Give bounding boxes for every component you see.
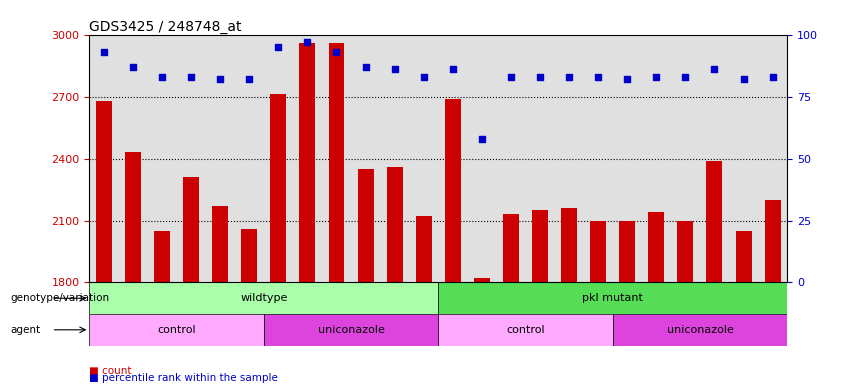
- Bar: [765, 200, 780, 283]
- Bar: [591, 220, 606, 283]
- Bar: [386, 167, 403, 283]
- Point: [678, 74, 692, 80]
- Text: GDS3425 / 248748_at: GDS3425 / 248748_at: [89, 20, 242, 33]
- Point: [504, 74, 517, 80]
- Point: [591, 74, 605, 80]
- Point: [185, 74, 198, 80]
- Text: control: control: [157, 325, 196, 335]
- Bar: [677, 220, 694, 283]
- Bar: [183, 177, 199, 283]
- Bar: [438, 314, 613, 346]
- Point: [475, 136, 488, 142]
- Point: [388, 66, 402, 72]
- Text: wildtype: wildtype: [240, 293, 288, 303]
- Bar: [706, 161, 722, 283]
- Bar: [264, 314, 438, 346]
- Text: ■ count: ■ count: [89, 366, 132, 376]
- Bar: [445, 99, 460, 283]
- Bar: [613, 314, 787, 346]
- Point: [446, 66, 460, 72]
- Bar: [212, 206, 228, 283]
- Bar: [532, 210, 548, 283]
- Bar: [300, 43, 316, 283]
- Bar: [620, 220, 635, 283]
- Bar: [735, 231, 751, 283]
- Text: uniconazole: uniconazole: [666, 325, 734, 335]
- Point: [97, 49, 111, 55]
- Point: [766, 74, 780, 80]
- Bar: [96, 101, 111, 283]
- Point: [620, 76, 634, 82]
- Bar: [648, 212, 665, 283]
- Point: [563, 74, 576, 80]
- Bar: [561, 208, 577, 283]
- Point: [359, 64, 373, 70]
- Point: [329, 49, 343, 55]
- Point: [708, 66, 722, 72]
- Point: [271, 44, 285, 50]
- Point: [737, 76, 751, 82]
- Text: uniconazole: uniconazole: [317, 325, 385, 335]
- Text: control: control: [506, 325, 545, 335]
- Bar: [328, 43, 345, 283]
- Bar: [242, 229, 257, 283]
- Text: ■ percentile rank within the sample: ■ percentile rank within the sample: [89, 373, 278, 383]
- Bar: [416, 216, 431, 283]
- Bar: [474, 278, 490, 283]
- Point: [155, 74, 168, 80]
- Bar: [125, 152, 141, 283]
- Bar: [438, 283, 787, 314]
- Text: agent: agent: [11, 325, 41, 335]
- Bar: [271, 94, 286, 283]
- Point: [243, 76, 256, 82]
- Bar: [503, 214, 519, 283]
- Text: pkl mutant: pkl mutant: [582, 293, 643, 303]
- Point: [534, 74, 547, 80]
- Point: [126, 64, 140, 70]
- Point: [214, 76, 227, 82]
- Point: [417, 74, 431, 80]
- Point: [300, 39, 314, 45]
- Bar: [357, 169, 374, 283]
- Bar: [154, 231, 170, 283]
- Point: [649, 74, 663, 80]
- Bar: [89, 283, 438, 314]
- Text: genotype/variation: genotype/variation: [11, 293, 110, 303]
- Bar: [89, 314, 264, 346]
